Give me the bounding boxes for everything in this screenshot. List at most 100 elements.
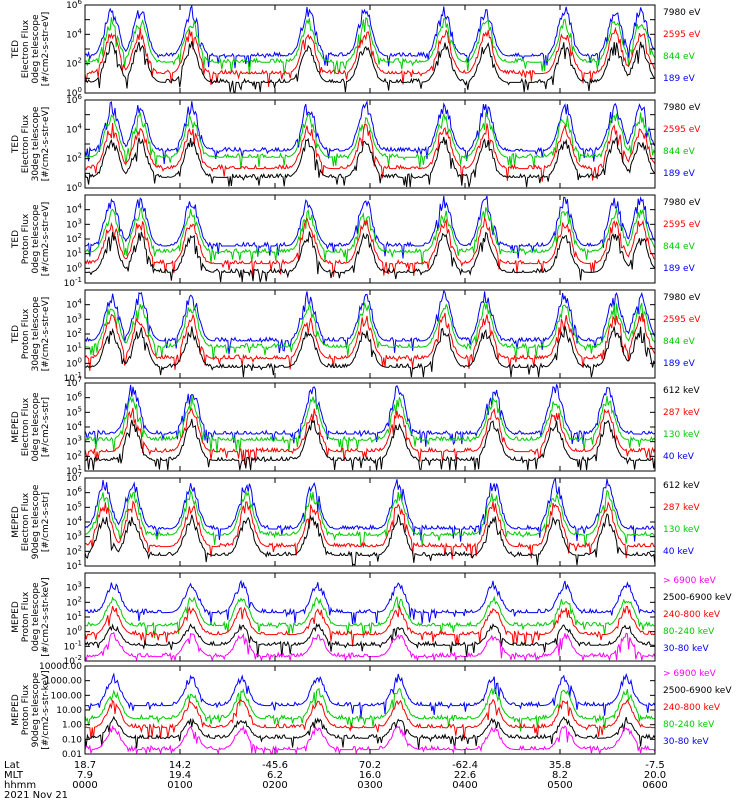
y-tick-label: 104 <box>66 298 82 311</box>
y-axis-label: [#/cm2-s-str-keV] <box>41 670 51 749</box>
legend-entry: 844 eV <box>663 52 696 62</box>
y-axis-label: 90deg telescope <box>31 484 41 559</box>
y-tick-label: 100 <box>66 181 82 194</box>
panel-2: 100 102 104 106 TED Electron Flux 30deg telesc… <box>11 93 701 194</box>
x-tick-label: 18.7 <box>74 760 96 771</box>
y-axis-label: Electron Flux <box>21 492 31 551</box>
y-axis-label: MEPED <box>11 411 21 443</box>
legend-entry: 7980 eV <box>663 103 701 113</box>
y-tick-label: 104 <box>66 515 82 528</box>
y-tick-label: 1.00 <box>62 721 82 731</box>
legend-entry: 189 eV <box>663 169 696 179</box>
y-axis-label: [#/cm2-s-str-eV] <box>41 12 51 87</box>
x-tick-label: 16.0 <box>359 770 381 781</box>
y-tick-label: 100 <box>66 625 82 638</box>
legend-entry: 240-800 keV <box>663 703 721 713</box>
y-axis-label: 0deg telescope <box>31 582 41 652</box>
y-tick-label: 100 <box>66 356 82 369</box>
y-tick-label: 103 <box>66 581 82 594</box>
x-tick-label: 6.2 <box>267 770 283 781</box>
y-axis-label: [#/cm2-s-str-eV] <box>41 202 51 277</box>
legend-entry: 240-800 keV <box>663 610 721 620</box>
y-tick-label: 105 <box>66 500 82 513</box>
y-tick-label: 10000.00 <box>39 662 82 672</box>
legend-entry: 2595 eV <box>663 315 701 325</box>
x-tick-label: 0100 <box>167 780 192 791</box>
y-axis-label: TED <box>11 325 21 344</box>
x-tick-label: -7.5 <box>645 760 665 771</box>
y-axis-label: MEPED <box>11 694 21 726</box>
legend-entry: 612 keV <box>663 386 700 396</box>
y-tick-label: 106 <box>66 0 82 11</box>
y-axis-label: [#/cm2-s-str-eV] <box>41 107 51 182</box>
series-line-80-240-kev <box>85 687 655 732</box>
y-tick-label: 101 <box>66 464 82 477</box>
y-axis-label: Electron Flux <box>21 397 31 456</box>
y-tick-label: 10-2 <box>64 654 82 667</box>
series-line-130-kev <box>85 395 655 453</box>
y-tick-label: 102 <box>66 544 82 557</box>
legend-entry: > 6900 keV <box>663 669 717 679</box>
y-tick-label: 101 <box>66 247 82 260</box>
y-tick-label: 102 <box>66 327 82 340</box>
y-axis-label: 0deg telescope <box>31 392 41 462</box>
x-tick-label: -45.6 <box>262 760 288 771</box>
legend-entry: 189 eV <box>663 74 696 84</box>
legend-entry: 287 keV <box>663 503 700 513</box>
series-line-2595-ev <box>85 122 655 182</box>
y-axis-label: Proton Flux <box>21 213 31 264</box>
y-tick-label: 101 <box>66 342 82 355</box>
legend-entry: 40 keV <box>663 547 695 557</box>
y-tick-label: 10.00 <box>56 706 82 716</box>
series-line-2500-6900-kev <box>85 622 655 658</box>
series-line-30-80-kev <box>85 672 655 718</box>
y-tick-label: 103 <box>66 217 82 230</box>
legend-entry: 7980 eV <box>663 8 701 18</box>
legend-entry: 844 eV <box>663 147 696 157</box>
panel-frame <box>84 99 656 189</box>
legend-entry: 2595 eV <box>663 30 701 40</box>
y-tick-label: 10-1 <box>64 639 82 652</box>
plot-date: 2021 Nov 21 <box>4 790 68 800</box>
y-axis-label: TED <box>11 135 21 154</box>
x-tick-label: 0600 <box>642 780 667 791</box>
x-tick-label: 20.0 <box>644 770 666 781</box>
series-line-40-kev <box>85 478 655 542</box>
y-axis-label: Proton Flux <box>21 308 31 359</box>
legend-entry: 30-80 keV <box>663 644 709 654</box>
y-tick-label: 102 <box>66 449 82 462</box>
series-line-844-ev <box>85 17 655 76</box>
x-axis-row-label: hhmm <box>4 780 36 791</box>
y-axis-label: [#/cm2-s-str] <box>41 492 51 552</box>
y-tick-label: 103 <box>66 312 82 325</box>
y-tick-label: 100 <box>66 86 82 99</box>
series-line-189-ev <box>85 5 655 69</box>
y-tick-label: 0.01 <box>62 750 82 760</box>
legend-entry: 130 keV <box>663 525 700 535</box>
y-tick-label: 102 <box>66 232 82 245</box>
y-tick-label: 107 <box>66 376 82 389</box>
panel-1: 100 102 104 106 TED Electron Flux 0deg telesco… <box>11 0 701 99</box>
y-tick-label: 102 <box>66 595 82 608</box>
y-axis-label: 30deg telescope <box>31 106 41 181</box>
series-line-7980-ev <box>85 40 655 93</box>
x-tick-label: 14.2 <box>169 760 191 771</box>
x-axis-row-label: Lat <box>4 760 20 771</box>
y-axis-label: Proton Flux <box>21 684 31 735</box>
x-axis-row-label: MLT <box>4 770 24 781</box>
legend-entry: 2500-6900 keV <box>663 593 732 603</box>
legend-entry: 130 keV <box>663 430 700 440</box>
y-tick-label: 104 <box>66 203 82 216</box>
series-line-240-800-kev <box>85 605 655 647</box>
y-tick-label: 100 <box>66 261 82 274</box>
y-tick-label: 100.00 <box>51 691 83 701</box>
legend-entry: 612 keV <box>663 481 700 491</box>
y-tick-label: 106 <box>66 93 82 106</box>
series-line-612-kev <box>85 513 655 566</box>
series-line-844-ev <box>85 301 655 361</box>
